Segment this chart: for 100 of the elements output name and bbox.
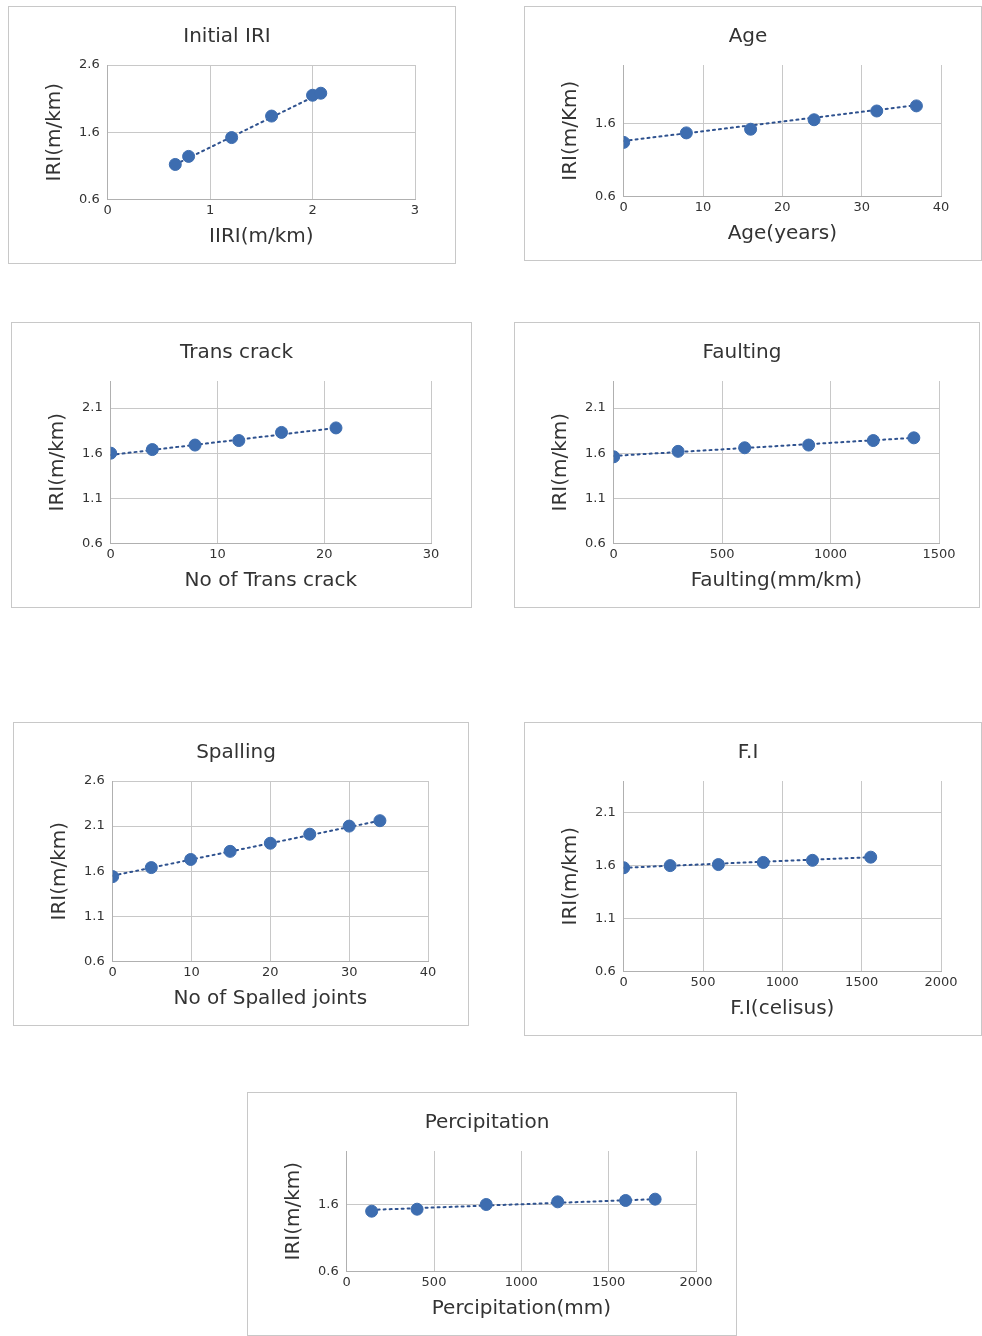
point	[314, 86, 328, 100]
point	[807, 113, 821, 127]
y-tick-label: 2.1	[584, 399, 606, 415]
point	[303, 827, 317, 841]
x-tick-label: 10	[209, 545, 226, 561]
x-tick-label: 3	[410, 201, 420, 217]
y-tick-label: 1.1	[584, 489, 606, 505]
x-axis-title: IIRI(m/km)	[209, 223, 314, 248]
x-tick-label: 30	[422, 545, 440, 561]
point	[145, 443, 159, 457]
x-axis-title: Faulting(mm/km)	[690, 567, 862, 592]
point	[738, 441, 752, 455]
x-tick-label: 0	[609, 545, 618, 561]
y-tick-label: 2.6	[78, 56, 100, 72]
y-axis-title: IRI(m/km)	[280, 1161, 305, 1261]
point	[909, 99, 923, 113]
chart-title: Percipitation	[424, 1109, 550, 1134]
y-tick-label: 1.6	[317, 1195, 339, 1211]
y-tick-label: 1.6	[78, 123, 100, 139]
x-tick-label: 1000	[504, 1273, 538, 1289]
chart-title: Faulting	[702, 339, 782, 364]
point	[184, 852, 198, 866]
y-tick-label: 0.6	[584, 534, 606, 550]
x-axis-title: No of Trans crack	[184, 567, 358, 592]
y-axis-title: IRI(m/km)	[547, 412, 572, 512]
x-tick-label: 2000	[924, 973, 958, 989]
point	[275, 425, 289, 439]
y-axis-title: IRI(m/km)	[44, 412, 69, 512]
x-tick-label: 0	[108, 963, 117, 979]
point	[551, 1195, 565, 1209]
point	[144, 861, 158, 875]
y-axis-title: IRI(m/km)	[557, 826, 582, 926]
y-tick-label: 0.6	[83, 952, 105, 968]
y-tick-label: 2.1	[594, 804, 616, 820]
x-axis-title: No of Spalled joints	[173, 985, 368, 1010]
x-tick-label: 1000	[814, 545, 848, 561]
x-tick-label: 20	[774, 198, 791, 214]
point	[263, 836, 277, 850]
point	[225, 131, 239, 145]
y-tick-label: 1.1	[594, 909, 616, 925]
chart-title: Initial IRI	[183, 23, 271, 48]
x-tick-label: 2	[308, 201, 317, 217]
point	[744, 122, 758, 136]
y-axis-title: IRI(m/Km)	[557, 80, 582, 181]
x-tick-label: 1500	[922, 545, 956, 561]
point	[619, 1194, 633, 1207]
chart-title: Trans crack	[178, 339, 294, 364]
x-tick-label: 500	[421, 1273, 447, 1289]
y-tick-label: 0.6	[594, 187, 616, 203]
point	[188, 438, 202, 452]
point	[365, 1204, 379, 1218]
y-tick-label: 2.1	[81, 399, 103, 415]
x-axis-title: F.I(celisus)	[730, 995, 835, 1020]
point	[671, 444, 685, 458]
y-tick-label: 1.6	[81, 444, 103, 460]
y-tick-label: 1.1	[81, 489, 103, 505]
x-tick-label: 1	[205, 201, 215, 217]
point	[182, 149, 196, 163]
y-tick-label: 1.1	[83, 907, 105, 923]
point	[265, 109, 279, 123]
x-tick-label: 30	[340, 963, 358, 979]
x-tick-label: 0	[103, 201, 112, 217]
y-tick-label: 1.6	[594, 857, 616, 872]
x-tick-label: 10	[694, 198, 712, 214]
x-tick-label: 0	[619, 973, 628, 989]
point	[870, 104, 884, 118]
x-tick-label: 1000	[765, 973, 799, 989]
point	[373, 814, 387, 828]
x-tick-label: 20	[315, 545, 333, 561]
y-tick-label: 0.6	[317, 1262, 339, 1278]
chart-title: Spalling	[196, 739, 276, 764]
point	[329, 421, 343, 435]
x-axis-title: Age(years)	[727, 220, 837, 245]
x-axis-title: Percipitation(mm)	[431, 1295, 611, 1320]
y-tick-label: 1.6	[83, 862, 105, 878]
x-tick-label: 20	[262, 963, 279, 979]
x-tick-label: 10	[183, 963, 200, 979]
y-tick-label: 2.1	[83, 817, 105, 833]
y-tick-label: 2.6	[83, 772, 105, 788]
point	[232, 434, 246, 448]
y-axis-title: IRI(m/km)	[41, 82, 66, 182]
x-tick-label: 1500	[592, 1273, 626, 1289]
x-tick-label: 0	[619, 198, 628, 214]
point	[679, 126, 693, 140]
x-tick-label: 500	[690, 973, 716, 989]
y-tick-label: 0.6	[594, 962, 616, 978]
point	[479, 1198, 493, 1212]
y-tick-label: 0.6	[78, 190, 100, 206]
x-tick-label: 0	[342, 1273, 351, 1289]
y-tick-label: 1.6	[594, 114, 616, 130]
y-tick-label: 0.6	[81, 534, 103, 550]
point	[648, 1192, 662, 1206]
point	[168, 157, 182, 171]
point	[410, 1202, 424, 1216]
x-tick-label: 1500	[845, 973, 879, 989]
x-tick-label: 40	[419, 963, 437, 979]
x-tick-label: 0	[106, 545, 115, 561]
point	[802, 438, 816, 452]
x-tick-label: 500	[709, 545, 735, 561]
y-axis-title: IRI(m/km)	[46, 821, 71, 921]
